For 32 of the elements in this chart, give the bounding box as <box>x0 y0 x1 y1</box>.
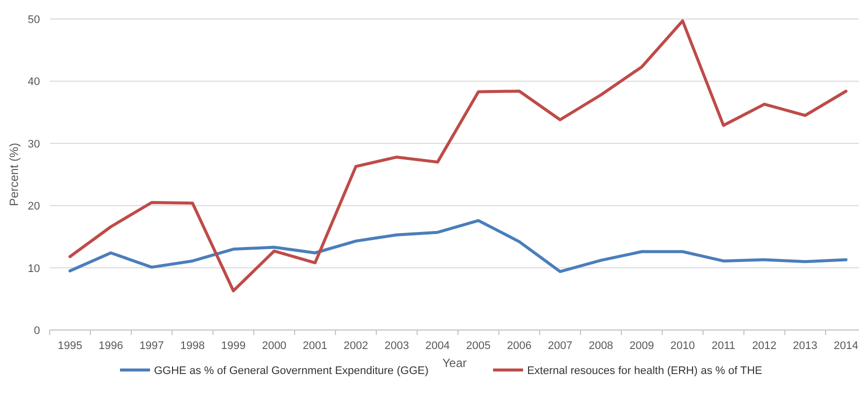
x-tick-label: 2007 <box>548 340 572 352</box>
legend-label: External resouces for health (ERH) as % of THE <box>527 365 762 377</box>
x-tick-label: 1995 <box>58 340 82 352</box>
x-tick-label: 2002 <box>344 340 368 352</box>
x-tick-label: 2013 <box>792 340 818 352</box>
legend-label: GGHE as % of General Government Expenditure (GGE) <box>154 365 429 377</box>
y-tick-label: 0 <box>34 325 40 337</box>
y-tick-label: 20 <box>28 200 40 213</box>
y-axis-title: Percent (%) <box>7 142 21 206</box>
x-tick-label: 2012 <box>752 340 777 352</box>
x-tick-label: 2003 <box>384 340 409 352</box>
y-tick-label: 40 <box>28 76 40 88</box>
x-tick-label: 1999 <box>221 340 246 352</box>
x-tick-label: 1998 <box>180 340 205 352</box>
x-tick-label: 2014 <box>834 340 858 352</box>
x-tick-label: 2009 <box>630 340 654 352</box>
y-tick-label: 10 <box>28 262 40 275</box>
y-tick-label: 30 <box>28 138 40 150</box>
x-tick-label: 2000 <box>262 340 286 352</box>
x-tick-label: 2004 <box>425 340 450 352</box>
x-tick-label: 2006 <box>507 340 532 352</box>
x-tick-label: 2001 <box>302 340 328 352</box>
y-tick-label: 50 <box>28 14 40 26</box>
x-tick-label: 2008 <box>588 340 614 352</box>
x-tick-label: 2010 <box>670 340 695 352</box>
x-tick-label: 1996 <box>98 340 124 352</box>
line-series <box>68 19 848 292</box>
x-axis-title: Year <box>442 356 467 370</box>
line-series <box>68 219 848 274</box>
x-tick-label: 2005 <box>466 340 491 352</box>
x-tick-label: 2011 <box>712 340 736 352</box>
x-tick-label: 1997 <box>139 340 164 352</box>
